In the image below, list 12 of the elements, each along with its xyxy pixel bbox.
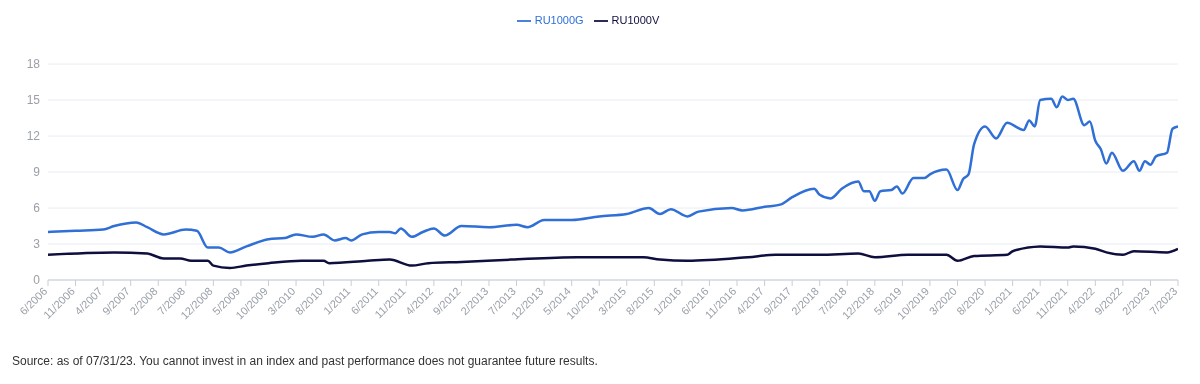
y-tick-label: 12 (26, 129, 41, 144)
legend-label: RU1000G (534, 14, 584, 26)
y-tick-label: 18 (26, 57, 41, 72)
line-series (48, 245, 1178, 270)
y-tick-label: 0 (33, 273, 41, 288)
legend-label: RU1000V (611, 14, 660, 26)
line-series (48, 95, 1178, 254)
y-tick-label: 3 (33, 237, 41, 252)
source-note: Source: as of 07/31/23. You cannot invest in an index and past performance does not guarantee future results. (11, 354, 599, 368)
y-tick-label: 15 (26, 93, 41, 108)
y-tick-label: 9 (33, 165, 41, 180)
y-tick-label: 6 (33, 201, 41, 216)
